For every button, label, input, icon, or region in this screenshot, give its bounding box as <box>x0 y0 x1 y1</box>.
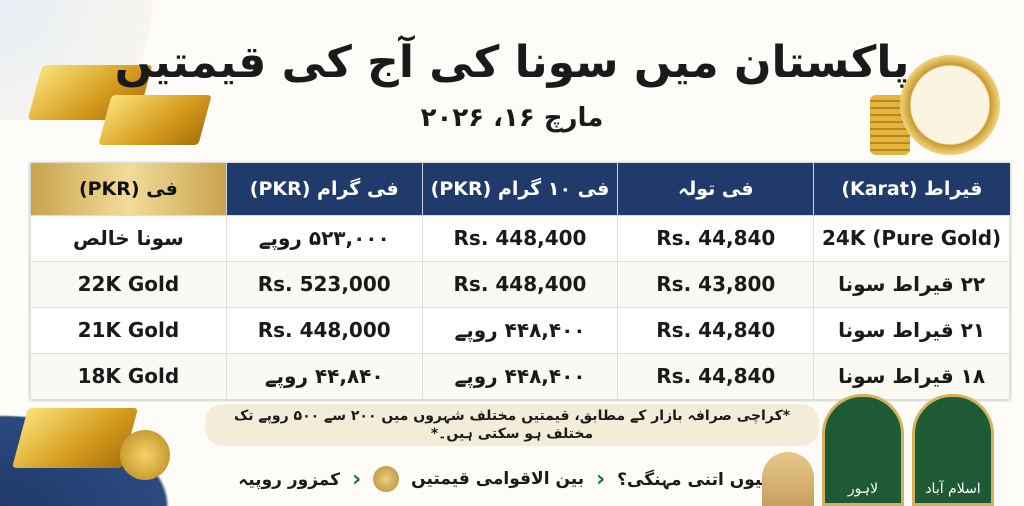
header-per: فی (PKR) <box>30 163 227 215</box>
globe-icon <box>373 466 400 492</box>
table-cell: Rs. 523,000 <box>225 260 423 308</box>
link-weak-rupee[interactable]: کمزور روپیہ <box>238 469 341 490</box>
table-cell: ۲۱ قیراط سونا <box>813 306 1010 354</box>
table-cell: 18K Gold <box>30 352 227 400</box>
header-per-10g: فی ۱۰ گرام (PKR) <box>421 163 618 215</box>
table-cell: ۴۴,۸۴۰ روپے <box>225 352 423 400</box>
header: پاکستان میں سونا کی آج کی قیمتیں مارچ ۱۶… <box>115 8 910 158</box>
gold-bar-image <box>11 408 139 468</box>
table-cell: Rs. 448,400 <box>421 260 619 308</box>
table-cell: سونا خالص <box>30 214 227 262</box>
price-table: قیراط (Karat) فی تولہ فی ۱۰ گرام (PKR) ف… <box>30 163 1010 400</box>
link-international-prices[interactable]: بین الاقوامی قیمتیں <box>411 469 585 489</box>
date: مارچ ۱۶، ۲۰۲۶ <box>420 103 604 133</box>
table-cell: Rs. 44,840 <box>617 352 815 400</box>
page-title: پاکستان میں سونا کی آج کی قیمتیں <box>114 37 910 88</box>
chevron-icon: ‹ <box>596 466 606 492</box>
header-karat: قیراط (Karat) <box>813 163 1010 215</box>
mazar-quaid-image <box>762 452 814 506</box>
table-cell: Rs. 448,000 <box>225 306 423 354</box>
table-cell: ۲۲ قیراط سونا <box>813 260 1010 308</box>
header-per-gram: فی گرام (PKR) <box>225 163 423 215</box>
table-cell: Rs. 43,800 <box>617 260 815 308</box>
table-cell: ۴۴۸,۴۰۰ روپے <box>421 352 619 400</box>
table-cell: 21K Gold <box>30 306 227 354</box>
table-cell: ۵۲۳,۰۰۰ روپے <box>225 214 423 262</box>
table-cell: Rs. 44,840 <box>617 306 815 354</box>
table-row: ۲۱ قیراط سونا Rs. 44,840 ۴۴۸,۴۰۰ روپے Rs. 4… <box>30 306 1010 354</box>
table-row: ۱۸ قیراط سونا Rs. 44,840 ۴۴۸,۴۰۰ روپے ۴۴,۸۴… <box>30 352 1010 400</box>
table-cell: 22K Gold <box>30 260 227 308</box>
pocket-watch-image <box>900 55 1000 155</box>
header-per-tola: فی تولہ <box>617 163 814 215</box>
chevron-icon: ‹ <box>352 466 362 492</box>
table-cell: ۱۸ قیراط سونا <box>813 352 1010 400</box>
table-row: 24K (Pure Gold) Rs. 44,840 Rs. 448,400 ۵۲۳,… <box>30 214 1010 262</box>
link-why-expensive[interactable]: کیوں اتنی مہنگی؟ <box>617 469 772 490</box>
coin-image <box>120 430 170 480</box>
table-cell: ۴۴۸,۴۰۰ روپے <box>421 306 619 354</box>
table-cell: 24K (Pure Gold) <box>813 214 1010 262</box>
table-cell: Rs. 448,400 <box>421 214 619 262</box>
city-badge-islamabad: اسلام آباد <box>912 394 994 506</box>
table-cell: Rs. 44,840 <box>617 214 815 262</box>
city-badge-lahore: لاہور <box>822 394 904 506</box>
footnote: *کراچی صرافہ بازار کے مطابق، قیمتیں مختل… <box>205 404 819 446</box>
related-links: کیوں اتنی مہنگی؟ ‹ بین الاقوامی قیمتیں ‹… <box>238 464 772 494</box>
table-row: ۲۲ قیراط سونا Rs. 43,800 Rs. 448,400 Rs. 52… <box>30 260 1010 308</box>
